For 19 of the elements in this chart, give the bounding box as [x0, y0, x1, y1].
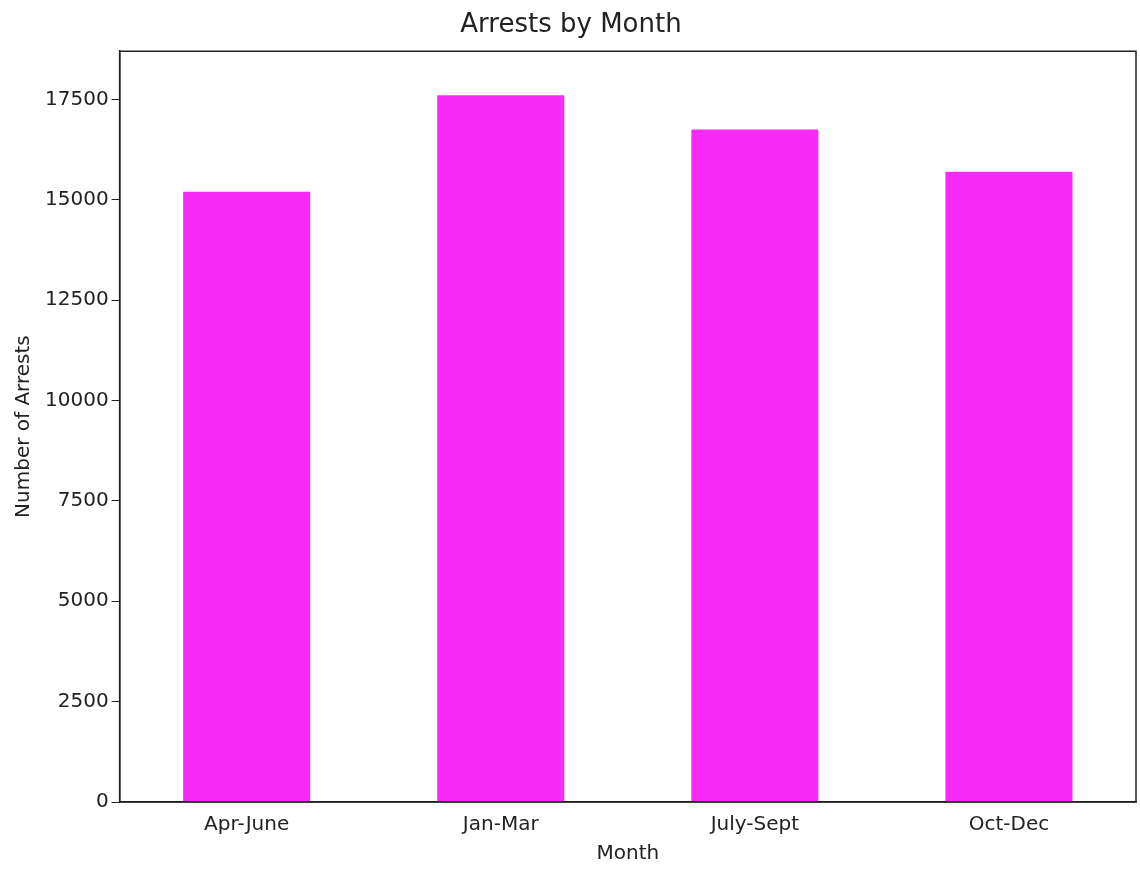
bar — [691, 129, 819, 802]
y-tick-label: 7500 — [57, 487, 109, 512]
chart-title: Arrests by Month — [460, 8, 682, 39]
x-tick-label: Apr-June — [204, 811, 290, 836]
y-tick-label: 10000 — [45, 386, 109, 411]
y-tick-label: 12500 — [45, 286, 109, 311]
x-axis-title: Month — [596, 840, 660, 865]
y-tick-label: 0 — [95, 788, 109, 813]
bar — [183, 191, 311, 802]
x-tick-label: Oct-Dec — [968, 811, 1050, 836]
y-tick-label: 15000 — [45, 185, 109, 210]
y-axis-title: Number of Arrests — [10, 335, 35, 518]
y-tick-label: 17500 — [45, 85, 109, 110]
y-tick-label: 5000 — [57, 587, 109, 612]
bar — [437, 95, 565, 802]
x-tick-label: Jan-Mar — [460, 811, 540, 836]
bar — [945, 171, 1073, 802]
x-tick-label: July-Sept — [708, 811, 800, 836]
y-tick-label: 2500 — [57, 687, 109, 712]
